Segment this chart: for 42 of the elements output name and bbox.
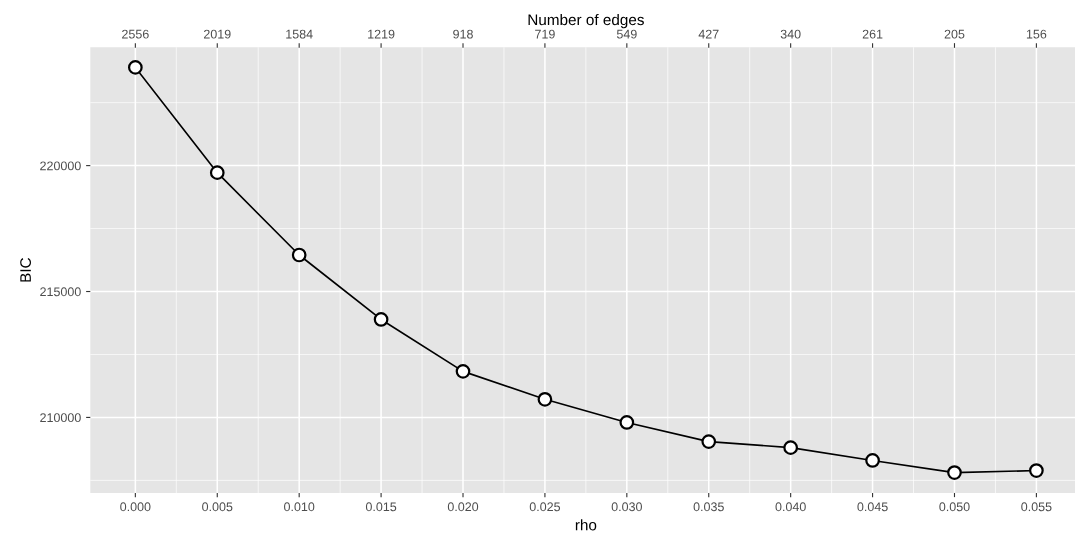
text: 1219: [368, 29, 395, 39]
x-axis-title: rho: [575, 519, 597, 531]
text: 205: [944, 29, 965, 39]
y-axis-title: BIC: [20, 257, 31, 282]
x-tick-label: 0.015: [365, 502, 397, 512]
point: [783, 440, 799, 455]
y-tick-label: 220000: [40, 161, 81, 171]
point: [537, 391, 553, 407]
text: 719: [535, 29, 555, 39]
x-tick-label: 0.010: [284, 502, 315, 512]
x-tick-label: 0.040: [775, 502, 806, 512]
text: 549: [616, 29, 637, 39]
point: [1029, 463, 1044, 478]
point: [373, 312, 389, 327]
point: [127, 60, 143, 75]
x-tick-label: 0.030: [611, 502, 642, 512]
text: 261: [862, 29, 883, 39]
x2-axis-title: Number of edges: [528, 13, 644, 29]
point: [455, 363, 471, 379]
x-tick-label: 0.055: [1021, 502, 1052, 512]
text: 1584: [286, 29, 313, 39]
x-tick-label: 0.025: [529, 502, 561, 512]
x-tick-label: 0.050: [939, 502, 970, 512]
point: [619, 415, 635, 430]
text: 156: [1026, 29, 1047, 39]
x-tick-label: 0.005: [202, 502, 233, 512]
x-tick-label: 0.000: [120, 502, 151, 512]
text: 340: [780, 29, 801, 39]
point: [865, 453, 880, 468]
point: [291, 247, 307, 263]
x-tick-label: 0.045: [857, 502, 888, 512]
x-tick-label: 0.035: [693, 502, 724, 512]
point: [209, 165, 225, 181]
x-tick-label: 0.020: [447, 502, 479, 512]
y-tick-label: 210000: [40, 413, 81, 423]
text: 427: [698, 29, 719, 39]
y-tick-label: 215000: [40, 287, 81, 297]
text: 918: [453, 29, 473, 39]
point: [701, 434, 717, 449]
text: 2019: [203, 29, 231, 39]
point: [947, 465, 962, 480]
text: 2556: [122, 29, 149, 39]
